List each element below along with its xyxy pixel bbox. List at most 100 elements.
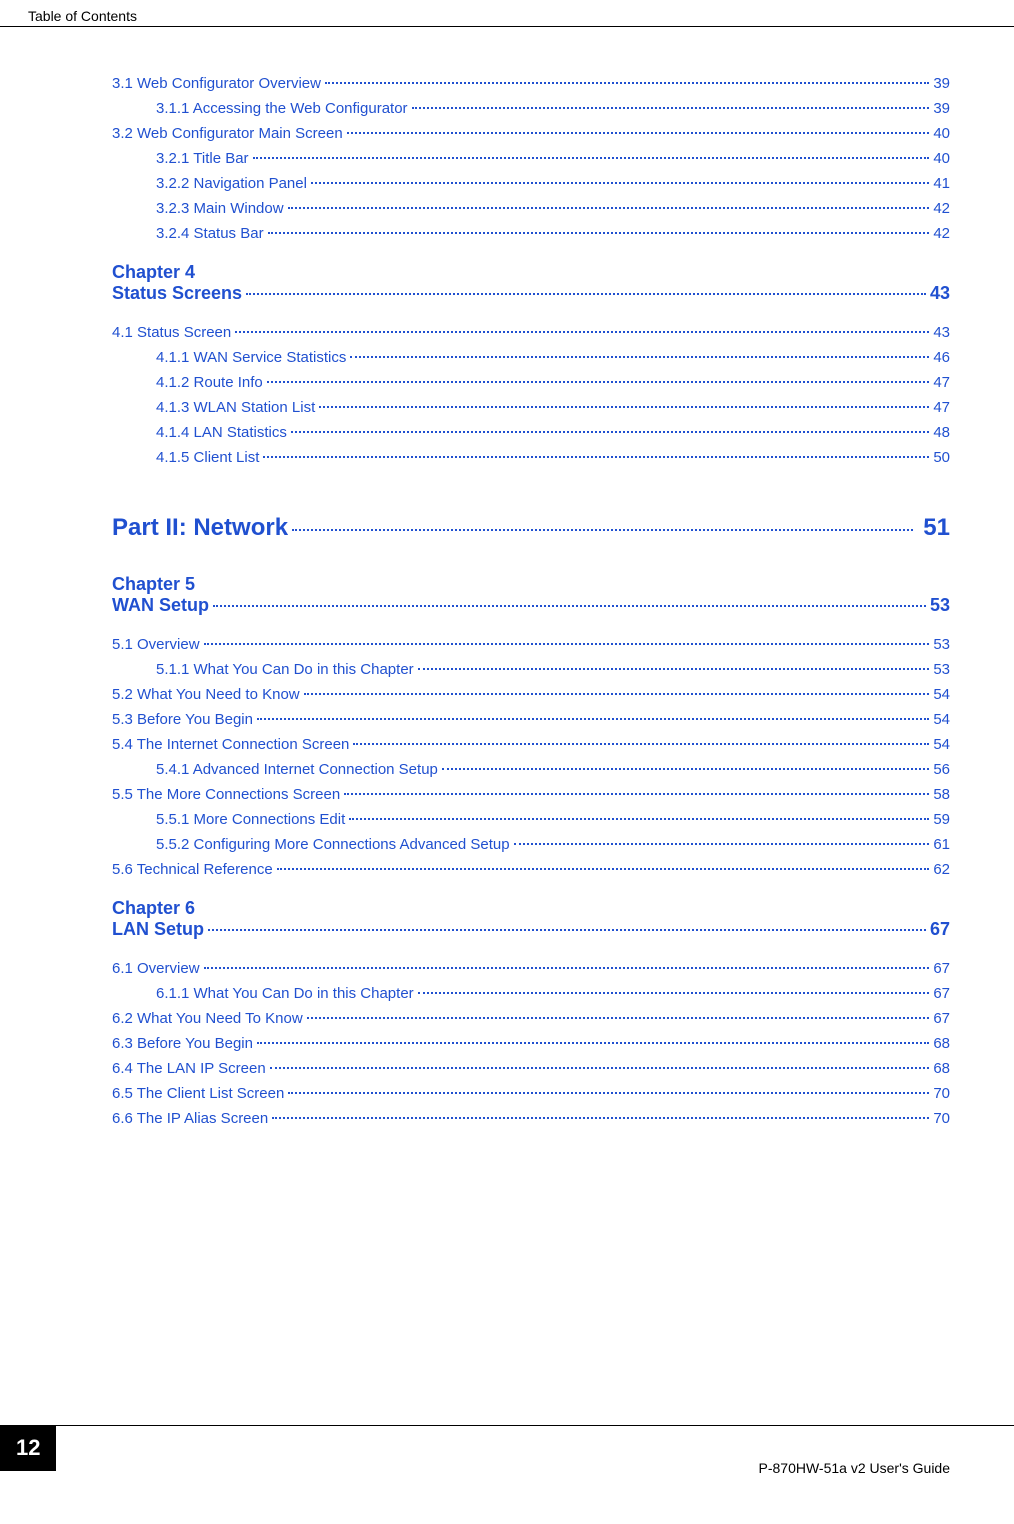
toc-entry-label: 4.1.4 LAN Statistics: [156, 424, 287, 441]
toc-leader: [307, 1017, 930, 1019]
chapter-title: LAN Setup: [112, 919, 204, 940]
toc-leader: [319, 406, 929, 408]
chapter-heading: Chapter 5: [112, 574, 950, 595]
toc-entry[interactable]: 5.6 Technical Reference 62: [112, 861, 950, 878]
toc-entry[interactable]: 4.1.1 WAN Service Statistics 46: [112, 349, 950, 366]
toc-entry-page: 67: [933, 985, 950, 1002]
toc-entry-page: 54: [933, 686, 950, 703]
page-footer: 12 P-870HW-51a v2 User's Guide: [0, 1425, 1014, 1476]
toc-entry-label: 6.4 The LAN IP Screen: [112, 1060, 266, 1077]
toc-entry-label: 4.1 Status Screen: [112, 324, 231, 341]
toc-leader: [412, 107, 930, 109]
toc-entry-page: 41: [933, 175, 950, 192]
toc-leader: [246, 293, 926, 295]
toc-entry-label: 5.2 What You Need to Know: [112, 686, 300, 703]
toc-leader: [267, 381, 930, 383]
chapter-page: 43: [930, 283, 950, 304]
toc-entry-page: 61: [933, 836, 950, 853]
toc-entry[interactable]: 3.1.1 Accessing the Web Configurator 39: [112, 100, 950, 117]
toc-entry-page: 40: [933, 150, 950, 167]
toc-entry-label: 5.1.1 What You Can Do in this Chapter: [156, 661, 414, 678]
toc-content: 3.1 Web Configurator Overview 393.1.1 Ac…: [0, 75, 1014, 1127]
toc-entry[interactable]: 6.4 The LAN IP Screen 68: [112, 1060, 950, 1077]
toc-entry-label: 5.1 Overview: [112, 636, 200, 653]
toc-entry-page: 39: [933, 75, 950, 92]
toc-leader: [204, 643, 930, 645]
toc-entry[interactable]: 3.2.4 Status Bar 42: [112, 225, 950, 242]
toc-leader: [270, 1067, 930, 1069]
toc-entry[interactable]: 5.1 Overview 53: [112, 636, 950, 653]
toc-entry[interactable]: 4.1.3 WLAN Station List 47: [112, 399, 950, 416]
toc-entry-label: 6.2 What You Need To Know: [112, 1010, 303, 1027]
toc-entry[interactable]: 3.2.2 Navigation Panel 41: [112, 175, 950, 192]
toc-entry-label: 3.2.4 Status Bar: [156, 225, 264, 242]
toc-entry[interactable]: 3.2.1 Title Bar 40: [112, 150, 950, 167]
toc-entry[interactable]: 5.1.1 What You Can Do in this Chapter 53: [112, 661, 950, 678]
toc-entry[interactable]: 6.1 Overview 67: [112, 960, 950, 977]
toc-entry[interactable]: 4.1.2 Route Info 47: [112, 374, 950, 391]
chapter-title: WAN Setup: [112, 595, 209, 616]
page-number: 12: [0, 1425, 56, 1471]
toc-leader: [213, 605, 926, 607]
toc-entry-page: 53: [933, 636, 950, 653]
toc-leader: [235, 331, 929, 333]
toc-leader: [204, 967, 930, 969]
chapter-heading: Chapter 4: [112, 262, 950, 283]
toc-entry[interactable]: 4.1.4 LAN Statistics 48: [112, 424, 950, 441]
header-title: Table of Contents: [28, 8, 1014, 24]
toc-entry-label: 5.5 The More Connections Screen: [112, 786, 340, 803]
toc-leader: [288, 207, 930, 209]
toc-entry[interactable]: 6.5 The Client List Screen 70: [112, 1085, 950, 1102]
toc-entry[interactable]: 5.5 The More Connections Screen 58: [112, 786, 950, 803]
toc-entry[interactable]: 5.2 What You Need to Know 54: [112, 686, 950, 703]
toc-entry-label: 3.2 Web Configurator Main Screen: [112, 125, 343, 142]
toc-entry[interactable]: 4.1.5 Client List 50: [112, 449, 950, 466]
toc-entry[interactable]: 5.4 The Internet Connection Screen 54: [112, 736, 950, 753]
toc-entry-page: 62: [933, 861, 950, 878]
toc-leader: [311, 182, 929, 184]
toc-leader: [257, 1042, 929, 1044]
toc-entry-label: 6.1.1 What You Can Do in this Chapter: [156, 985, 414, 1002]
toc-leader: [292, 529, 913, 531]
toc-entry-page: 70: [933, 1110, 950, 1127]
toc-entry-page: 39: [933, 100, 950, 117]
toc-entry[interactable]: 3.1 Web Configurator Overview 39: [112, 75, 950, 92]
toc-entry-label: 6.3 Before You Begin: [112, 1035, 253, 1052]
toc-leader: [263, 456, 929, 458]
toc-entry[interactable]: 6.1.1 What You Can Do in this Chapter 67: [112, 985, 950, 1002]
toc-entry-label: 6.1 Overview: [112, 960, 200, 977]
toc-entry[interactable]: 5.4.1 Advanced Internet Connection Setup…: [112, 761, 950, 778]
chapter-heading: Chapter 6: [112, 898, 950, 919]
toc-entry-label: 5.4 The Internet Connection Screen: [112, 736, 349, 753]
toc-entry[interactable]: 6.2 What You Need To Know 67: [112, 1010, 950, 1027]
toc-entry-page: 67: [933, 960, 950, 977]
toc-entry-page: 68: [933, 1035, 950, 1052]
toc-entry-page: 46: [933, 349, 950, 366]
toc-leader: [253, 157, 930, 159]
toc-entry-label: 3.2.2 Navigation Panel: [156, 175, 307, 192]
toc-leader: [514, 843, 930, 845]
toc-entry[interactable]: 5.5.2 Configuring More Connections Advan…: [112, 836, 950, 853]
toc-entry[interactable]: 5.5.1 More Connections Edit 59: [112, 811, 950, 828]
toc-entry[interactable]: 3.2.3 Main Window 42: [112, 200, 950, 217]
toc-entry[interactable]: 6.3 Before You Begin 68: [112, 1035, 950, 1052]
toc-leader: [353, 743, 929, 745]
chapter-title-line[interactable]: LAN Setup 67: [112, 919, 950, 940]
toc-entry[interactable]: 6.6 The IP Alias Screen 70: [112, 1110, 950, 1127]
toc-entry-label: 3.1.1 Accessing the Web Configurator: [156, 100, 408, 117]
toc-leader: [268, 232, 930, 234]
toc-entry-page: 67: [933, 1010, 950, 1027]
toc-entry-page: 42: [933, 225, 950, 242]
toc-entry-page: 54: [933, 736, 950, 753]
chapter-title-line[interactable]: WAN Setup 53: [112, 595, 950, 616]
toc-entry-label: 3.1 Web Configurator Overview: [112, 75, 321, 92]
toc-entry[interactable]: 3.2 Web Configurator Main Screen 40: [112, 125, 950, 142]
toc-leader: [288, 1092, 929, 1094]
toc-entry-label: 5.5.2 Configuring More Connections Advan…: [156, 836, 510, 853]
toc-entry[interactable]: 4.1 Status Screen 43: [112, 324, 950, 341]
part-title-line[interactable]: Part II: Network 51: [112, 514, 950, 542]
toc-leader: [291, 431, 929, 433]
toc-leader: [349, 818, 929, 820]
chapter-title-line[interactable]: Status Screens 43: [112, 283, 950, 304]
toc-entry[interactable]: 5.3 Before You Begin 54: [112, 711, 950, 728]
